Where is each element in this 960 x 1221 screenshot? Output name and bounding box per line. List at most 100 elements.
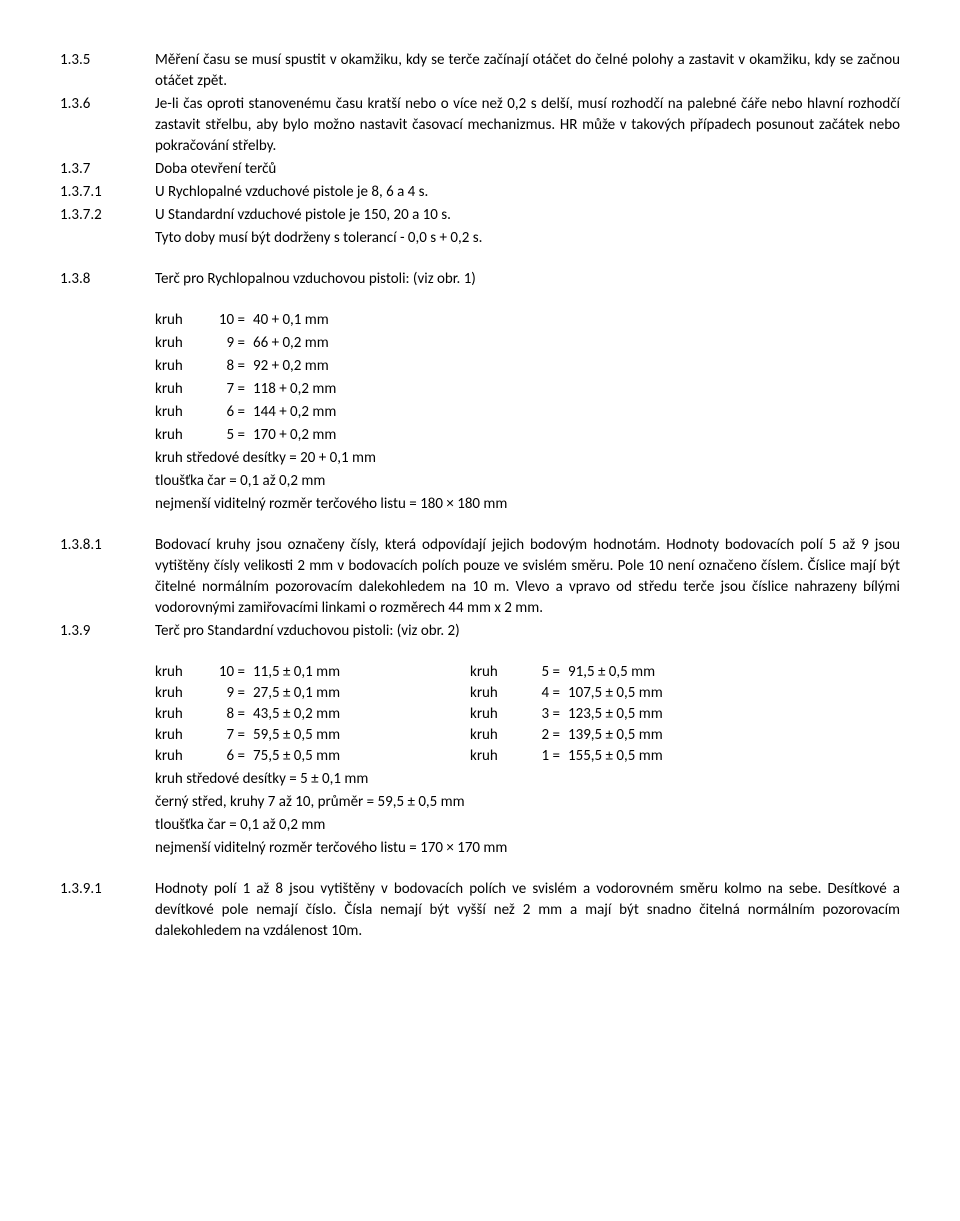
ring-label: kruh: [470, 746, 515, 767]
ring-extra-line: černý střed, kruhy 7 až 10, průměr = 59,…: [155, 792, 900, 813]
para-1-3-9-1: 1.3.9.1 Hodnoty polí 1 až 8 jsou vytiště…: [60, 879, 900, 942]
para-text: Tyto doby musí být dodrženy s tolerancí …: [155, 228, 900, 249]
ring-row: kruh10 =40 + 0,1 mm: [155, 310, 900, 331]
para-number: 1.3.9.1: [60, 879, 155, 942]
ring-number: 9 =: [200, 333, 253, 354]
ring-extra-line: tloušťka čar = 0,1 až 0,2 mm: [155, 471, 900, 492]
ring-row: kruh1 =155,5 ± 0,5 mm: [470, 746, 900, 767]
para-1-3-8: 1.3.8 Terč pro Rychlopalnou vzduchovou p…: [60, 269, 900, 290]
ring-row: kruh2 =139,5 ± 0,5 mm: [470, 725, 900, 746]
ring-number: 2 =: [515, 725, 568, 746]
ring-value: 27,5 ± 0,1 mm: [253, 683, 393, 704]
para-text: Terč pro Standardní vzduchovou pistoli: …: [155, 621, 900, 642]
ring-number: 7 =: [200, 379, 253, 400]
ring-value: 11,5 ± 0,1 mm: [253, 662, 393, 683]
ring-label: kruh: [155, 310, 200, 331]
ring-extra-line: nejmenší viditelný rozměr terčového list…: [155, 494, 900, 515]
ring-row: kruh7 =118 + 0,2 mm: [155, 379, 900, 400]
ring-number: 8 =: [200, 704, 253, 725]
ring-value: 40 + 0,1 mm: [253, 310, 900, 331]
ring-label: kruh: [470, 725, 515, 746]
para-text: Hodnoty polí 1 až 8 jsou vytištěny v bod…: [155, 879, 900, 942]
ring-number: 6 =: [200, 746, 253, 767]
ring-extra-line: kruh středové desítky = 20 + 0,1 mm: [155, 448, 900, 469]
ring-label: kruh: [155, 704, 200, 725]
ring-label: kruh: [155, 683, 200, 704]
ring-label: kruh: [155, 402, 200, 423]
para-text: U Standardní vzduchové pistole je 150, 2…: [155, 205, 900, 226]
ring-label: kruh: [155, 746, 200, 767]
ring-number: 3 =: [515, 704, 568, 725]
para-number: 1.3.7.2: [60, 205, 155, 226]
para-text: U Rychlopalné vzduchové pistole je 8, 6 …: [155, 182, 900, 203]
ring-value: 123,5 ± 0,5 mm: [568, 704, 708, 725]
ring-row: kruh8 =92 + 0,2 mm: [155, 356, 900, 377]
ring-number: 5 =: [515, 662, 568, 683]
para-1-3-8-1: 1.3.8.1 Bodovací kruhy jsou označeny čís…: [60, 535, 900, 619]
ring-row: kruh9 =66 + 0,2 mm: [155, 333, 900, 354]
ring-label: kruh: [155, 333, 200, 354]
ring-extra-line: nejmenší viditelný rozměr terčového list…: [155, 838, 900, 859]
para-number: 1.3.8.1: [60, 535, 155, 619]
ring-row: kruh5 =170 + 0,2 mm: [155, 425, 900, 446]
para-text: Je-li čas oproti stanovenému času kratší…: [155, 94, 900, 157]
ring-number: 5 =: [200, 425, 253, 446]
ring-value: 91,5 ± 0,5 mm: [568, 662, 708, 683]
ring-value: 144 + 0,2 mm: [253, 402, 900, 423]
ring-value: 139,5 ± 0,5 mm: [568, 725, 708, 746]
para-number: 1.3.7: [60, 159, 155, 180]
para-number: [60, 228, 155, 249]
ring-value: 59,5 ± 0,5 mm: [253, 725, 393, 746]
para-number: 1.3.8: [60, 269, 155, 290]
ring-number: 10 =: [200, 662, 253, 683]
ring-number: 1 =: [515, 746, 568, 767]
para-text: Měření času se musí spustit v okamžiku, …: [155, 50, 900, 92]
para-1-3-7-1: 1.3.7.1 U Rychlopalné vzduchové pistole …: [60, 182, 900, 203]
ring-number: 6 =: [200, 402, 253, 423]
ring-value: 43,5 ± 0,2 mm: [253, 704, 393, 725]
rings-extra-1: kruh středové desítky = 20 + 0,1 mmtlouš…: [60, 448, 900, 515]
ring-value: 170 + 0,2 mm: [253, 425, 900, 446]
para-1-3-9: 1.3.9 Terč pro Standardní vzduchovou pis…: [60, 621, 900, 642]
para-1-3-7-2-cont: Tyto doby musí být dodrženy s tolerancí …: [60, 228, 900, 249]
ring-row: kruh10 =11,5 ± 0,1 mm: [155, 662, 470, 683]
ring-row: kruh9 =27,5 ± 0,1 mm: [155, 683, 470, 704]
para-text: Terč pro Rychlopalnou vzduchovou pistoli…: [155, 269, 900, 290]
ring-row: kruh3 =123,5 ± 0,5 mm: [470, 704, 900, 725]
ring-label: kruh: [470, 662, 515, 683]
ring-row: kruh5 =91,5 ± 0,5 mm: [470, 662, 900, 683]
ring-number: 7 =: [200, 725, 253, 746]
ring-value: 155,5 ± 0,5 mm: [568, 746, 708, 767]
ring-row: kruh6 =144 + 0,2 mm: [155, 402, 900, 423]
para-1-3-7: 1.3.7 Doba otevření terčů: [60, 159, 900, 180]
ring-extra-line: kruh středové desítky = 5 ± 0,1 mm: [155, 769, 900, 790]
para-number: 1.3.5: [60, 50, 155, 92]
ring-number: 9 =: [200, 683, 253, 704]
para-1-3-7-2: 1.3.7.2 U Standardní vzduchové pistole j…: [60, 205, 900, 226]
ring-row: kruh8 =43,5 ± 0,2 mm: [155, 704, 470, 725]
para-text: Bodovací kruhy jsou označeny čísly, kter…: [155, 535, 900, 619]
ring-label: kruh: [155, 662, 200, 683]
para-number: 1.3.6: [60, 94, 155, 157]
rings-extra-2: kruh středové desítky = 5 ± 0,1 mmčerný …: [60, 769, 900, 859]
ring-value: 118 + 0,2 mm: [253, 379, 900, 400]
rings-list-2: kruh10 =11,5 ± 0,1 mmkruh9 =27,5 ± 0,1 m…: [155, 662, 900, 767]
ring-number: 4 =: [515, 683, 568, 704]
ring-label: kruh: [155, 379, 200, 400]
ring-row: kruh7 =59,5 ± 0,5 mm: [155, 725, 470, 746]
ring-value: 92 + 0,2 mm: [253, 356, 900, 377]
para-number: 1.3.7.1: [60, 182, 155, 203]
ring-label: kruh: [470, 704, 515, 725]
para-1-3-5: 1.3.5 Měření času se musí spustit v okam…: [60, 50, 900, 92]
ring-label: kruh: [470, 683, 515, 704]
para-text: Doba otevření terčů: [155, 159, 900, 180]
ring-row: kruh4 =107,5 ± 0,5 mm: [470, 683, 900, 704]
ring-number: 8 =: [200, 356, 253, 377]
rings-list-1: kruh10 =40 + 0,1 mmkruh9 =66 + 0,2 mmkru…: [60, 310, 900, 446]
para-number: 1.3.9: [60, 621, 155, 642]
ring-extra-line: tloušťka čar = 0,1 až 0,2 mm: [155, 815, 900, 836]
ring-number: 10 =: [200, 310, 253, 331]
ring-row: kruh6 =75,5 ± 0,5 mm: [155, 746, 470, 767]
ring-value: 66 + 0,2 mm: [253, 333, 900, 354]
ring-value: 107,5 ± 0,5 mm: [568, 683, 708, 704]
